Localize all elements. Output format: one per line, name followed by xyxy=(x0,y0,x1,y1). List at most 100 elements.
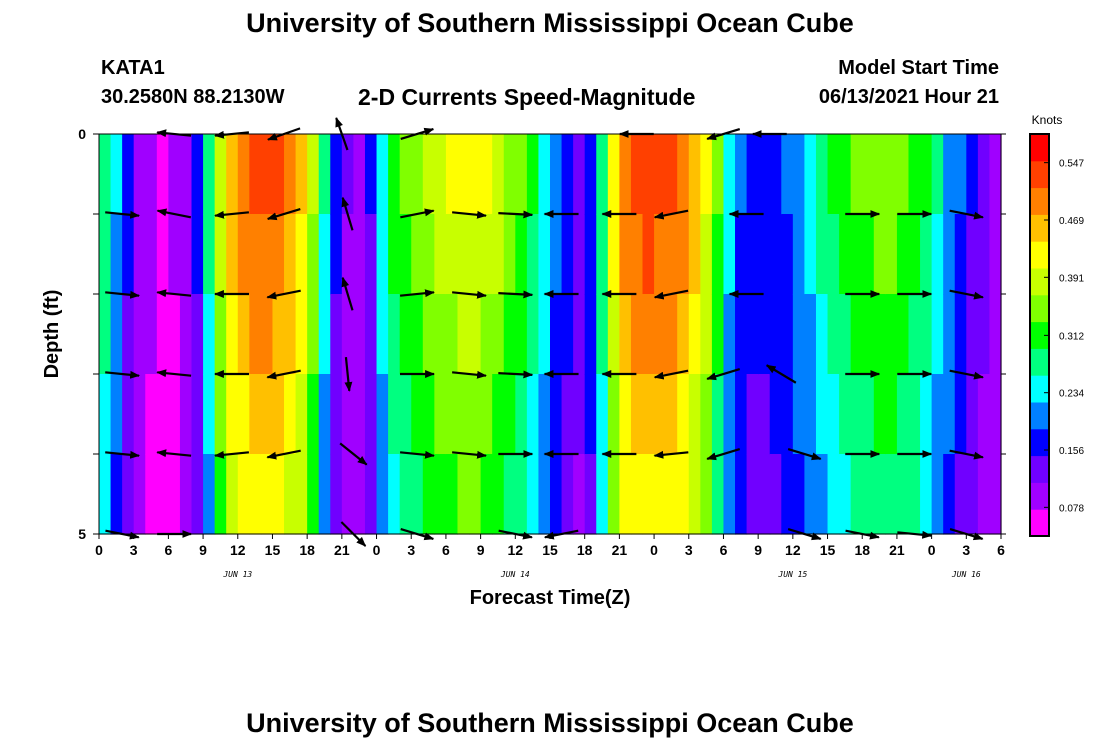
heatmap-cell xyxy=(480,134,493,215)
heatmap-cell xyxy=(353,294,366,375)
heatmap-cell xyxy=(630,454,644,535)
heatmap-cell xyxy=(792,454,806,535)
heatmap-cell xyxy=(191,294,204,375)
heatmap-cell xyxy=(677,454,690,535)
heatmap-cell xyxy=(388,374,401,455)
heatmap-cell xyxy=(931,454,944,535)
heatmap-cell xyxy=(769,294,782,375)
colorbar-tick-label: 0.156 xyxy=(1059,446,1084,457)
current-vector-arrow xyxy=(399,450,435,459)
heatmap-cell xyxy=(284,454,297,535)
x-tick-label: 12 xyxy=(230,542,246,558)
heatmap-cell xyxy=(758,454,771,535)
x-tick-label: 6 xyxy=(997,542,1005,558)
heatmap-cell xyxy=(203,214,216,295)
heatmap-cell xyxy=(260,134,274,215)
heatmap-cell xyxy=(642,214,655,295)
heatmap-cell xyxy=(295,134,308,215)
heatmap-cell xyxy=(896,374,910,455)
heatmap-cell xyxy=(804,214,817,295)
heatmap-cell xyxy=(550,134,563,215)
heatmap-cell xyxy=(272,294,285,375)
heatmap-cell xyxy=(931,294,944,375)
current-vector-arrow xyxy=(706,368,741,381)
current-vector-arrow xyxy=(498,370,534,379)
heatmap-cell xyxy=(862,374,875,455)
heatmap-cell xyxy=(260,454,274,535)
heatmap-cell xyxy=(873,454,886,535)
heatmap-cell xyxy=(607,294,620,375)
heatmap-cell xyxy=(700,454,713,535)
heatmap-cell xyxy=(815,294,829,375)
heatmap-cell xyxy=(584,134,597,215)
heatmap-cell xyxy=(792,214,806,295)
heatmap-cell xyxy=(156,374,169,455)
heatmap-cell xyxy=(954,294,967,375)
heatmap-cell xyxy=(284,294,297,375)
heatmap-cell xyxy=(457,374,470,455)
heatmap-cell xyxy=(561,374,574,455)
heatmap-cell xyxy=(850,374,863,455)
heatmap-cell xyxy=(179,214,193,295)
heatmap-cell xyxy=(515,294,528,375)
heatmap-cell xyxy=(792,294,806,375)
heatmap-cell xyxy=(168,294,181,375)
heatmap-cell xyxy=(561,134,574,215)
heatmap-cell xyxy=(110,214,123,295)
heatmap-cell xyxy=(411,294,424,375)
heatmap-cell xyxy=(133,294,146,375)
heatmap-cell xyxy=(538,214,551,295)
heatmap-cell xyxy=(99,454,112,535)
heatmap-cell xyxy=(573,454,586,535)
heatmap-cell xyxy=(133,454,146,535)
x-tick-label: 15 xyxy=(542,542,558,558)
colorbar-swatch xyxy=(1030,294,1049,323)
x-tick-label: 0 xyxy=(650,542,658,558)
heatmap-cell xyxy=(515,134,528,215)
heatmap-cell xyxy=(550,294,563,375)
heatmap-cell xyxy=(711,294,725,375)
heatmap-cell xyxy=(954,214,967,295)
heatmap-cell xyxy=(815,374,829,455)
heatmap-cell xyxy=(550,374,563,455)
current-vector-arrow xyxy=(399,289,435,298)
date-label: JUN 14 xyxy=(500,570,530,579)
x-tick-label: 9 xyxy=(199,542,207,558)
heatmap-cell xyxy=(364,214,378,295)
y-axis: 05 xyxy=(78,126,1006,542)
current-vector-arrow xyxy=(400,208,435,219)
x-tick-label: 3 xyxy=(962,542,970,558)
heatmap-cell xyxy=(110,454,123,535)
heatmap-cell xyxy=(168,454,181,535)
heatmap-cell xyxy=(746,374,759,455)
heatmap-cell xyxy=(156,454,169,535)
heatmap-cell xyxy=(376,374,389,455)
heatmap-cell xyxy=(445,374,459,455)
heatmap-cell xyxy=(145,134,158,215)
model-start-value: 06/13/2021 Hour 21 xyxy=(818,86,999,108)
heatmap-cell xyxy=(422,294,435,375)
heatmap-cell xyxy=(931,374,944,455)
heatmap-cell xyxy=(376,134,389,215)
heatmap-cell xyxy=(966,374,979,455)
heatmap-cell xyxy=(295,214,308,295)
heatmap-cell xyxy=(272,214,285,295)
heatmap-cell xyxy=(411,454,424,535)
colorbar-swatch xyxy=(1030,509,1049,537)
current-vector-arrow xyxy=(653,289,689,300)
station-coords: 30.2580N 88.2130W xyxy=(101,86,285,108)
heatmap-cell xyxy=(122,294,135,375)
heatmap-cell xyxy=(99,294,112,375)
current-vector-arrow xyxy=(344,356,353,392)
heatmap-cell xyxy=(422,454,435,535)
current-vector-arrow xyxy=(498,290,534,299)
colorbar-swatch xyxy=(1030,241,1049,269)
x-tick-label: 21 xyxy=(334,542,350,558)
colorbar-swatch xyxy=(1030,402,1049,430)
heatmap-cell xyxy=(341,374,355,455)
heatmap-cell xyxy=(839,374,852,455)
heatmap-cell xyxy=(99,134,112,215)
heatmap-cell xyxy=(746,454,759,535)
heatmap-cell xyxy=(700,294,713,375)
current-vector-arrow xyxy=(266,369,301,380)
